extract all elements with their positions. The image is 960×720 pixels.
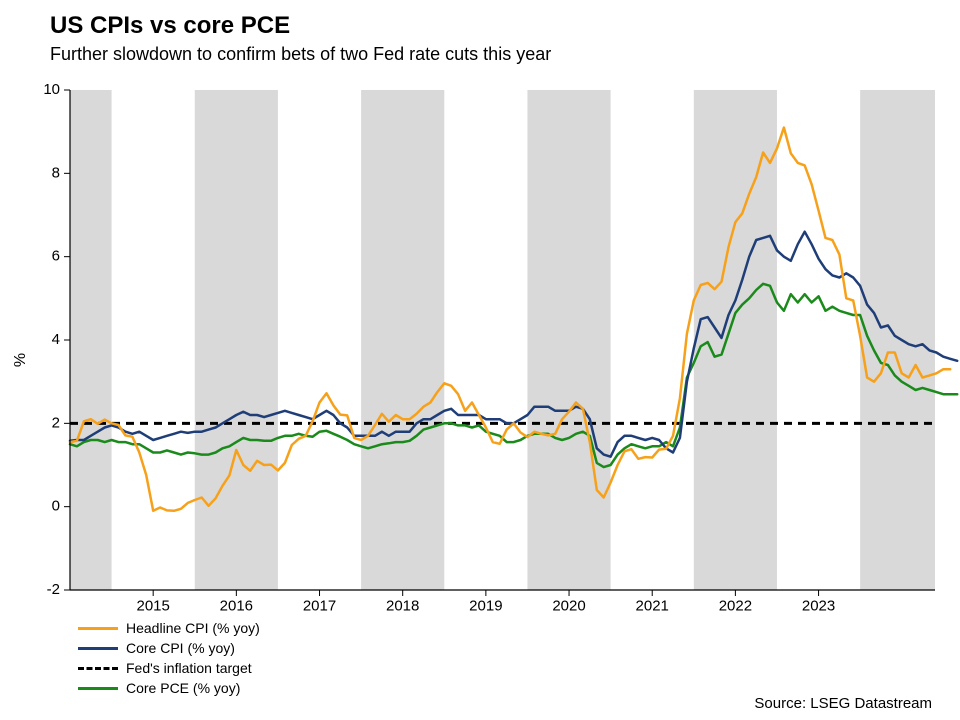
svg-text:6: 6 xyxy=(52,248,60,265)
svg-text:2018: 2018 xyxy=(386,597,419,614)
legend-swatch-headline xyxy=(78,627,118,630)
chart-canvas: -2 0 2 4 6 8 10 2015 2016 2017 2018 2019 2020 2021 202… xyxy=(0,0,960,720)
svg-text:2: 2 xyxy=(52,414,60,431)
svg-text:2019: 2019 xyxy=(469,597,502,614)
legend-swatch-fed-target xyxy=(78,667,118,670)
legend-item: Core CPI (% yoy) xyxy=(78,638,260,658)
legend-swatch-core-cpi xyxy=(78,647,118,650)
legend-label: Headline CPI (% yoy) xyxy=(126,620,260,636)
svg-text:4: 4 xyxy=(52,331,60,348)
legend-label: Fed's inflation target xyxy=(126,660,252,676)
svg-text:2015: 2015 xyxy=(136,597,169,614)
svg-text:2017: 2017 xyxy=(303,597,336,614)
svg-text:2022: 2022 xyxy=(719,597,752,614)
legend-item: Fed's inflation target xyxy=(78,658,260,678)
svg-text:2016: 2016 xyxy=(220,597,253,614)
legend-swatch-core-pce xyxy=(78,687,118,690)
svg-text:2020: 2020 xyxy=(552,597,585,614)
inflation-chart: US CPIs vs core PCE Further slowdown to … xyxy=(0,0,960,720)
svg-text:-2: -2 xyxy=(47,581,60,598)
svg-text:2023: 2023 xyxy=(802,597,835,614)
svg-text:8: 8 xyxy=(52,164,60,181)
legend-label: Core CPI (% yoy) xyxy=(126,640,235,656)
chart-source: Source: LSEG Datastream xyxy=(754,695,932,712)
legend-item: Core PCE (% yoy) xyxy=(78,678,260,698)
legend-label: Core PCE (% yoy) xyxy=(126,680,240,696)
svg-text:10: 10 xyxy=(43,81,60,98)
svg-text:0: 0 xyxy=(52,498,60,515)
legend-item: Headline CPI (% yoy) xyxy=(78,618,260,638)
svg-text:2021: 2021 xyxy=(636,597,669,614)
chart-legend: Headline CPI (% yoy) Core CPI (% yoy) Fe… xyxy=(78,618,260,698)
